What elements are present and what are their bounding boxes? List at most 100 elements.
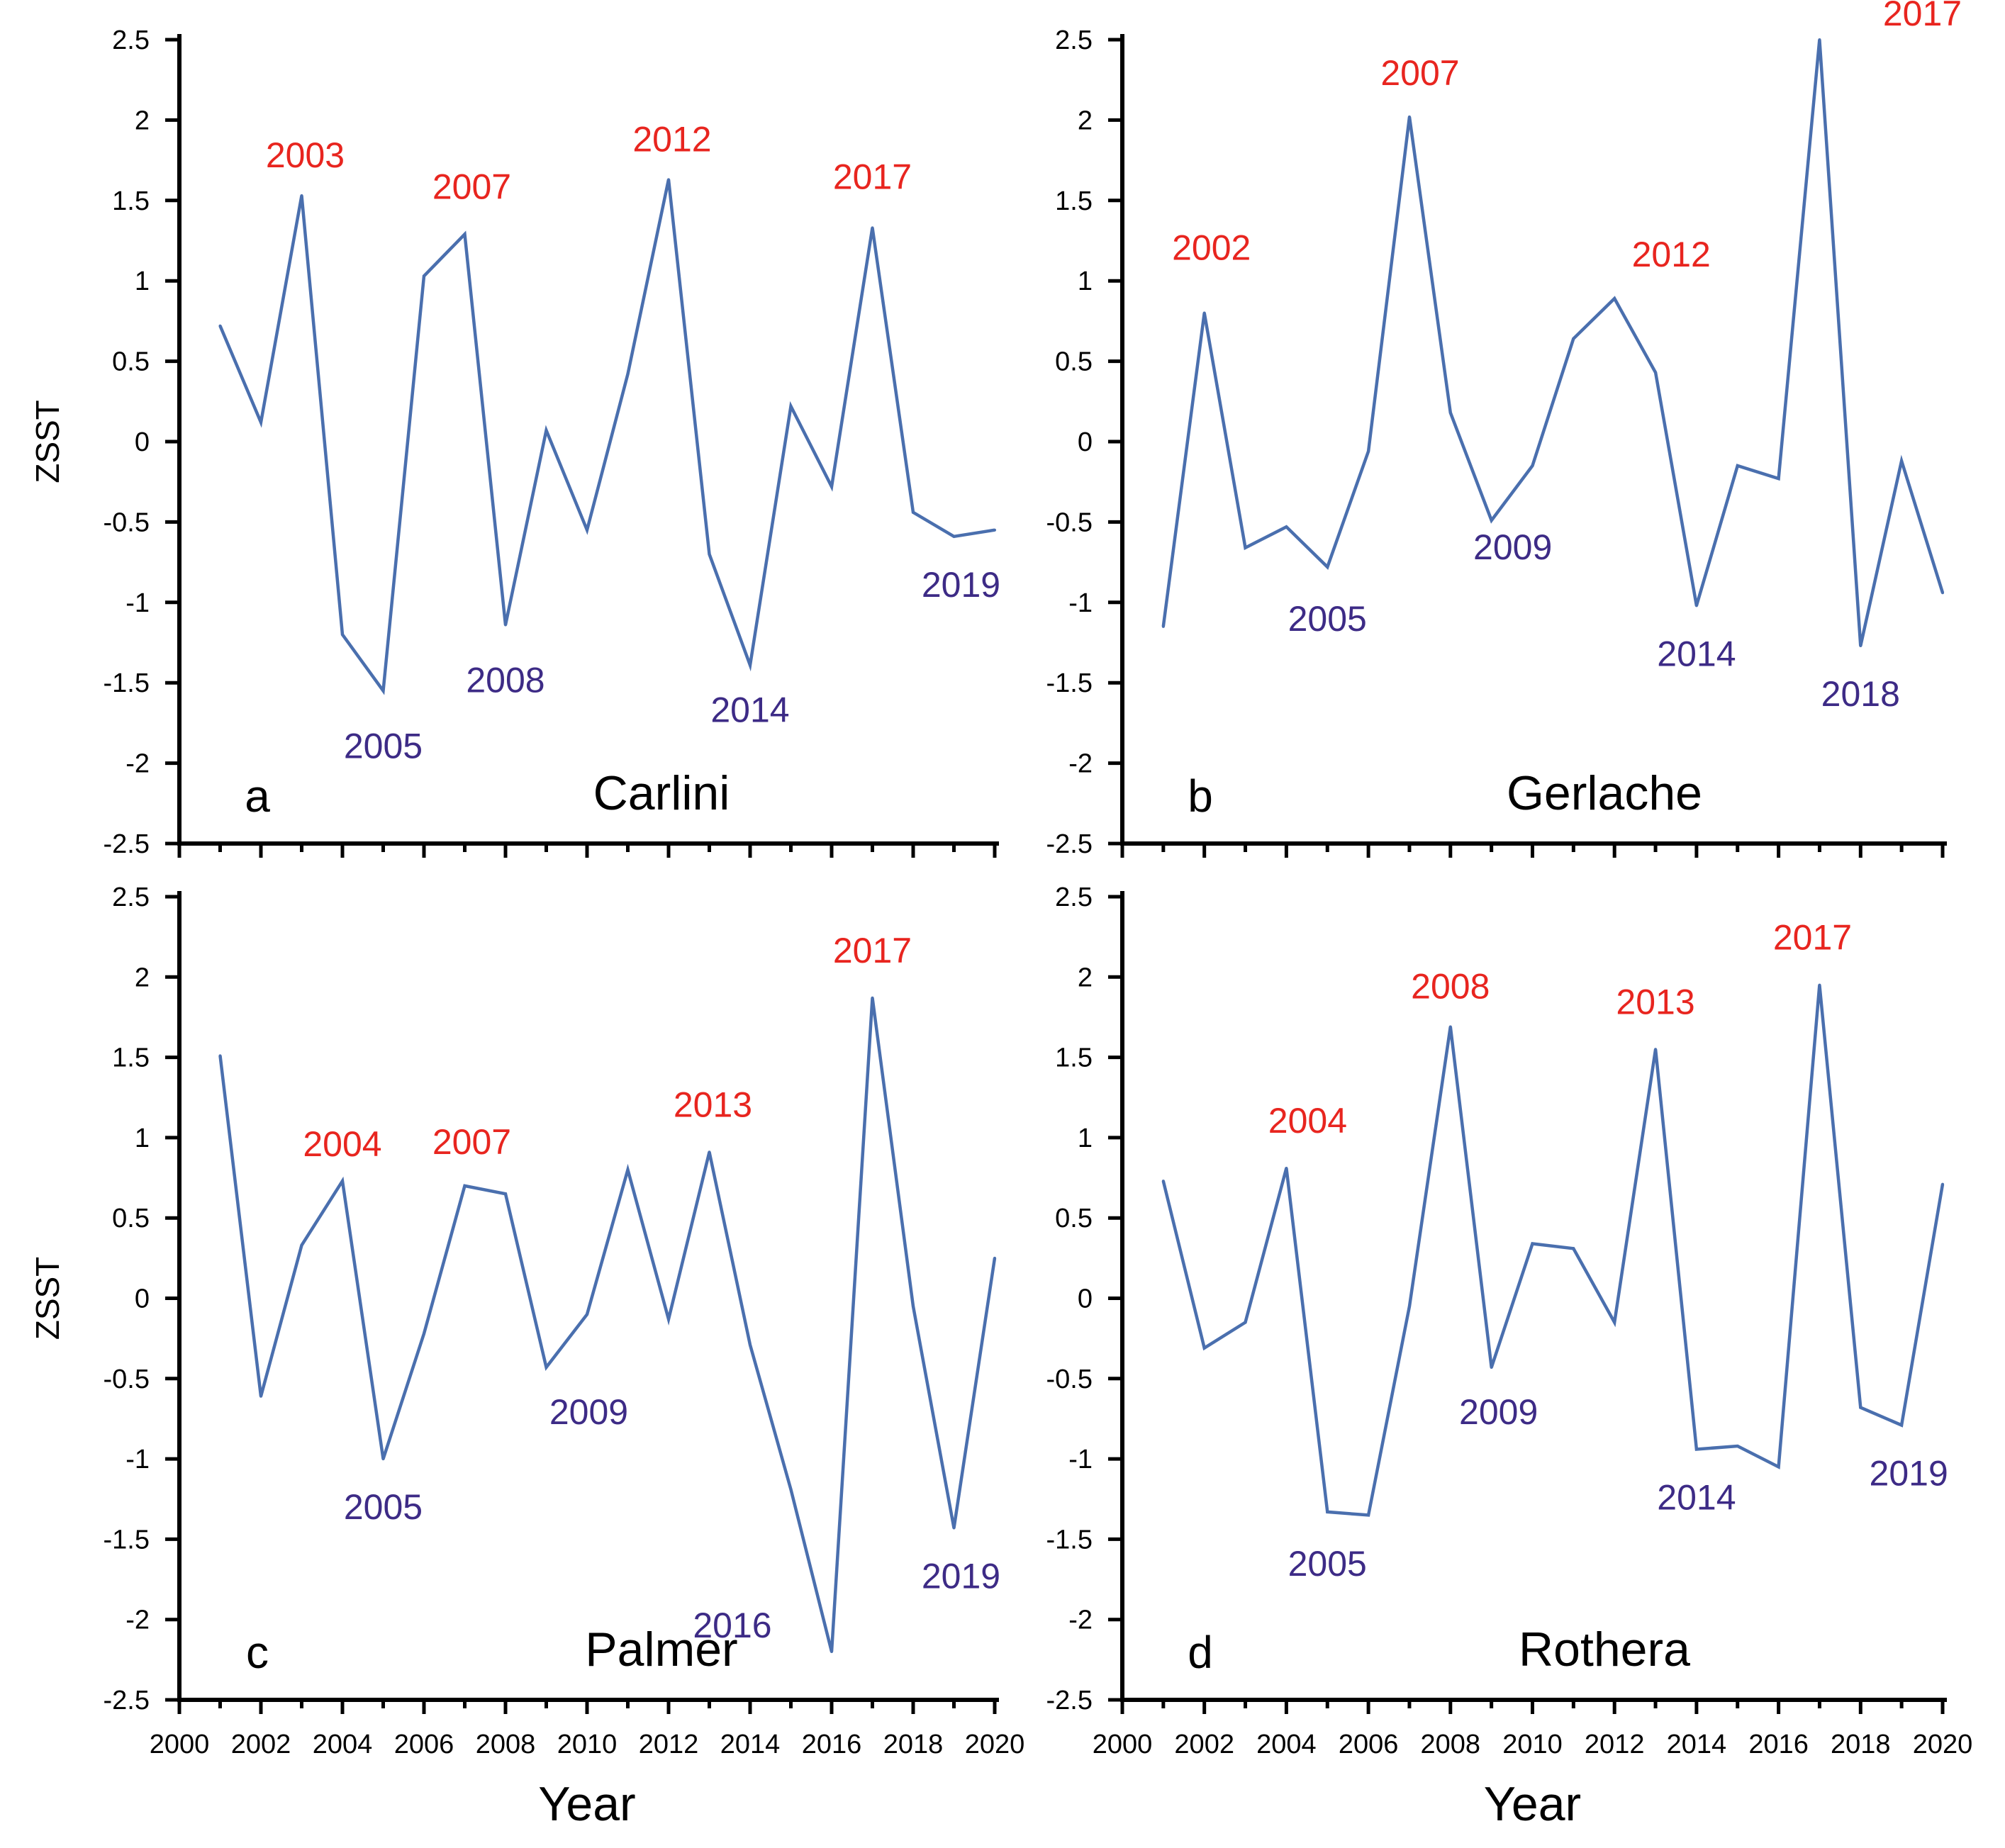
data-point bbox=[912, 510, 915, 514]
annotation-high-2012: 2012 bbox=[632, 119, 711, 159]
data-point bbox=[1572, 337, 1575, 340]
annotation-low-2008: 2008 bbox=[466, 661, 544, 700]
data-point bbox=[1448, 1025, 1452, 1029]
y-tick-label: 2.5 bbox=[1055, 26, 1093, 55]
data-point bbox=[1407, 1304, 1411, 1308]
annotation-high-2007: 2007 bbox=[432, 167, 511, 206]
x-tick-label: 2016 bbox=[802, 1730, 862, 1759]
data-point bbox=[300, 1243, 303, 1247]
data-point bbox=[463, 233, 467, 236]
y-tick-label: 0 bbox=[1078, 1284, 1093, 1314]
data-point bbox=[463, 1184, 467, 1187]
series-line-gerlache bbox=[1161, 39, 1945, 646]
y-tick-label: 2 bbox=[1078, 106, 1093, 135]
annotation-low-2016: 2016 bbox=[693, 1606, 771, 1645]
data-point bbox=[789, 1488, 793, 1491]
data-point bbox=[1694, 604, 1698, 607]
y-tick-label: -1 bbox=[125, 1445, 150, 1474]
y-tick-label: 2 bbox=[135, 106, 150, 135]
x-tick-label: 2006 bbox=[394, 1730, 454, 1759]
y-tick-label: 2.5 bbox=[112, 26, 150, 55]
x-tick-label: 2012 bbox=[1585, 1730, 1645, 1759]
data-point bbox=[586, 1313, 588, 1316]
annotation-high-2013: 2013 bbox=[1616, 982, 1694, 1021]
y-tick-label: -2 bbox=[125, 749, 150, 779]
data-point bbox=[830, 1650, 833, 1654]
x-tick-label: 2006 bbox=[1339, 1730, 1399, 1759]
panel-letter: a bbox=[245, 771, 270, 822]
y-tick-label: 2.5 bbox=[1055, 883, 1093, 912]
x-tick-label: 2008 bbox=[476, 1730, 536, 1759]
y-tick-label: -1 bbox=[1068, 1445, 1093, 1474]
data-point bbox=[626, 372, 630, 376]
data-point bbox=[1613, 1321, 1616, 1324]
x-tick-label: 2002 bbox=[1174, 1730, 1234, 1759]
data-point bbox=[423, 1332, 425, 1335]
annotation-high-2003: 2003 bbox=[266, 135, 345, 175]
data-point bbox=[1613, 297, 1616, 301]
data-point bbox=[1777, 1465, 1780, 1469]
station-name: Rothera bbox=[1519, 1623, 1690, 1676]
data-point bbox=[1490, 519, 1493, 522]
data-point bbox=[1326, 1510, 1329, 1513]
data-point bbox=[626, 1168, 630, 1172]
annotation-high-2002: 2002 bbox=[1172, 228, 1251, 268]
data-point bbox=[341, 1180, 344, 1183]
y-tick-label: -2.5 bbox=[104, 829, 150, 859]
data-point bbox=[504, 623, 507, 627]
y-tick-label: -2.5 bbox=[104, 1686, 150, 1715]
y-tick-label: 1 bbox=[1078, 1124, 1093, 1153]
data-point bbox=[1654, 1048, 1658, 1051]
y-tick-label: 0 bbox=[135, 1284, 150, 1314]
panel-letter: d bbox=[1188, 1627, 1213, 1678]
data-point bbox=[218, 1054, 222, 1058]
data-point bbox=[381, 1457, 385, 1461]
x-tick-label: 2018 bbox=[883, 1730, 944, 1759]
series-line-carlini bbox=[218, 179, 995, 695]
y-tick-label: -1.5 bbox=[104, 668, 150, 698]
y-tick-label: -0.5 bbox=[104, 1365, 150, 1394]
x-tick-label: 2008 bbox=[1421, 1730, 1481, 1759]
data-point bbox=[423, 274, 425, 278]
data-point bbox=[993, 528, 996, 532]
x-tick-label: 2000 bbox=[150, 1730, 210, 1759]
panel-a: -2.5 -2 -1.5 -1 -0.5 0 0.5 1 1.5 2 2.5 ZSST 2003 2007… bbox=[29, 26, 1000, 859]
y-tick-label: -1.5 bbox=[1046, 668, 1093, 698]
annotation-low-2009: 2009 bbox=[1473, 527, 1552, 567]
data-point bbox=[1367, 449, 1370, 453]
y-tick-label: -1 bbox=[125, 588, 150, 618]
y-tick-label: 0.5 bbox=[1055, 347, 1093, 377]
data-point bbox=[1859, 1406, 1862, 1409]
y-tick-label: -2 bbox=[1068, 1606, 1093, 1635]
station-name: Gerlache bbox=[1507, 766, 1702, 820]
y-tick-label: 2.5 bbox=[112, 883, 150, 912]
data-point bbox=[1572, 1247, 1575, 1250]
data-point bbox=[381, 689, 385, 693]
panel-letter: b bbox=[1188, 771, 1213, 822]
data-point bbox=[1818, 983, 1821, 987]
annotation-high-2007: 2007 bbox=[1380, 53, 1459, 93]
data-point bbox=[1941, 1182, 1944, 1186]
data-point bbox=[667, 1317, 670, 1321]
y-tick-label: -2.5 bbox=[1046, 1686, 1093, 1715]
y-tick-label: 2 bbox=[1078, 963, 1093, 992]
data-point bbox=[300, 194, 303, 197]
annotation-low-2009: 2009 bbox=[549, 1392, 628, 1432]
panel-letter: c bbox=[246, 1627, 269, 1678]
x-tick-label: 2018 bbox=[1831, 1730, 1891, 1759]
station-name: Carlini bbox=[593, 766, 730, 820]
annotation-low-2009: 2009 bbox=[1459, 1392, 1538, 1432]
data-point bbox=[1244, 1321, 1247, 1324]
y-tick-label: -2 bbox=[1068, 749, 1093, 779]
data-point bbox=[1818, 38, 1821, 41]
panel-b: -2.5 -2 -1.5 -1 -0.5 0 0.5 1 1.5 2 2.5 2002 2007 2012… bbox=[1046, 0, 1962, 859]
data-point bbox=[586, 528, 588, 532]
data-point bbox=[1694, 1447, 1698, 1451]
data-point bbox=[993, 1256, 996, 1260]
x-tick-label: 2000 bbox=[1093, 1730, 1153, 1759]
y-tick-label: -0.5 bbox=[1046, 1365, 1093, 1394]
data-point bbox=[708, 1150, 711, 1154]
x-axis-label: Year bbox=[538, 1777, 635, 1831]
y-tick-label: 0 bbox=[135, 427, 150, 457]
annotation-high-2017: 2017 bbox=[1883, 0, 1962, 33]
